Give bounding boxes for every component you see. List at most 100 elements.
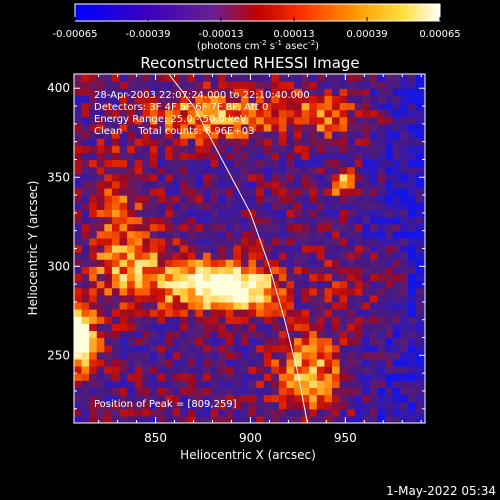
heatmap-cell — [362, 294, 371, 303]
heatmap-cell — [309, 408, 318, 417]
heatmap-cell — [81, 88, 90, 96]
heatmap-cell — [256, 88, 265, 96]
heatmap-cell — [225, 95, 234, 104]
heatmap-cell — [271, 373, 280, 381]
heatmap-cell — [240, 145, 250, 153]
heatmap-cell — [309, 344, 318, 353]
heatmap-cell — [271, 237, 280, 246]
heatmap-cell — [385, 209, 394, 218]
heatmap-cell — [278, 273, 288, 282]
heatmap-cell — [225, 216, 234, 225]
heatmap-cell — [119, 138, 128, 146]
heatmap-cell — [134, 116, 143, 125]
heatmap-cell — [324, 145, 333, 153]
heatmap-cell — [263, 223, 272, 232]
heatmap-cell — [309, 180, 318, 189]
heatmap-cell — [172, 237, 181, 246]
heatmap-cell — [195, 301, 204, 310]
heatmap-cell — [195, 237, 204, 246]
heatmap-cell — [286, 216, 295, 225]
heatmap-cell — [423, 180, 425, 189]
heatmap-cell — [354, 230, 363, 239]
heatmap-cell — [423, 88, 425, 96]
heatmap-cell — [324, 209, 333, 218]
heatmap-cell — [248, 166, 257, 175]
heatmap-cell — [142, 330, 151, 339]
heatmap-cell — [294, 237, 303, 246]
heatmap-cell — [233, 294, 242, 303]
heatmap-cell — [89, 380, 98, 388]
heatmap-cell — [218, 380, 227, 388]
heatmap-cell — [316, 152, 326, 161]
heatmap-cell — [332, 159, 341, 168]
heatmap-cell — [172, 337, 181, 346]
heatmap-cell — [111, 244, 121, 253]
heatmap-cell — [149, 280, 159, 289]
heatmap-cell — [195, 323, 204, 332]
heatmap-cell — [240, 209, 250, 218]
heatmap-cell — [407, 351, 417, 360]
heatmap-cell — [225, 187, 234, 196]
heatmap-cell — [203, 138, 212, 146]
heatmap-cell — [149, 138, 159, 146]
heatmap-cell — [354, 187, 363, 196]
heatmap-cell — [187, 123, 197, 132]
heatmap-cell — [142, 244, 151, 253]
heatmap-cell — [127, 387, 136, 396]
heatmap-cell — [218, 123, 227, 132]
heatmap-cell — [225, 152, 234, 161]
heatmap-cell — [240, 401, 250, 410]
heatmap-cell — [324, 216, 333, 225]
heatmap-cell — [324, 237, 333, 246]
heatmap-cell — [415, 259, 424, 267]
heatmap-cell — [89, 323, 98, 332]
heatmap-cell — [392, 173, 401, 182]
heatmap-cell — [210, 123, 219, 132]
heatmap-cell — [324, 316, 333, 324]
heatmap-cell — [96, 408, 105, 417]
heatmap-cell — [89, 209, 98, 218]
heatmap-cell — [210, 266, 219, 275]
heatmap-cell — [271, 145, 280, 153]
heatmap-cell — [339, 316, 348, 324]
heatmap-cell — [74, 294, 83, 303]
heatmap-cell — [165, 401, 174, 410]
heatmap-cell — [347, 394, 356, 403]
heatmap-cell — [400, 173, 409, 182]
heatmap-cell — [127, 230, 136, 239]
heatmap-cell — [134, 294, 143, 303]
heatmap-cell — [301, 209, 310, 218]
heatmap-cell — [263, 273, 272, 282]
heatmap-cell — [263, 323, 272, 332]
heatmap-cell — [392, 394, 401, 403]
heatmap-cell — [225, 387, 234, 396]
heatmap-cell — [286, 259, 295, 267]
heatmap-cell — [203, 237, 212, 246]
heatmap-cell — [271, 187, 280, 196]
heatmap-cell — [263, 330, 272, 339]
heatmap-cell — [339, 273, 348, 282]
heatmap-cell — [248, 380, 257, 388]
heatmap-cell — [301, 401, 310, 410]
heatmap-cell — [347, 95, 356, 104]
heatmap-cell — [172, 415, 181, 423]
heatmap-cell — [377, 187, 386, 196]
heatmap-cell — [248, 301, 257, 310]
heatmap-cell — [210, 394, 219, 403]
heatmap-cell — [377, 81, 386, 89]
heatmap-cell — [233, 130, 242, 139]
heatmap-cell — [203, 358, 212, 367]
heatmap-cell — [400, 294, 409, 303]
heatmap-cell — [180, 102, 189, 111]
heatmap-cell — [392, 408, 401, 417]
heatmap-cell — [316, 237, 326, 246]
heatmap-cell — [377, 88, 386, 96]
heatmap-cell — [142, 209, 151, 218]
heatmap-cell — [271, 337, 280, 346]
heatmap-cell — [309, 159, 318, 168]
heatmap-cell — [407, 323, 417, 332]
heatmap-cell — [316, 74, 326, 82]
heatmap-cell — [81, 173, 90, 182]
heatmap-cell — [392, 223, 401, 232]
heatmap-cell — [74, 373, 83, 381]
